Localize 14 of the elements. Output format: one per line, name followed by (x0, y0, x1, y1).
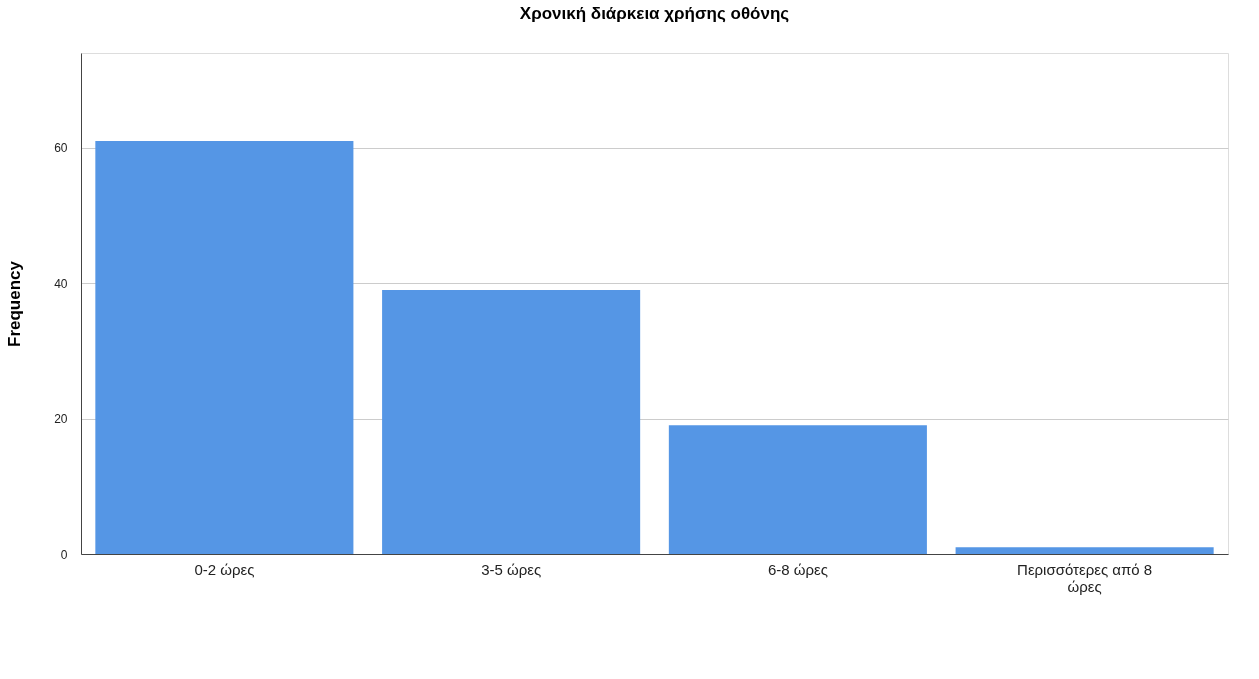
x-tick-label: Περισσότερες από 8 ώρες (1017, 560, 1153, 595)
chart-title: Χρονική διάρκεια χρήσης οθόνης (519, 4, 790, 23)
bar (668, 425, 927, 554)
y-tick-label: 0 (60, 547, 68, 562)
x-tick-label: 6-8 ώρες (767, 560, 828, 578)
y-tick-label: 60 (54, 141, 68, 156)
bar (955, 547, 1214, 554)
bar (382, 289, 641, 554)
y-axis-title: Frequency (5, 260, 25, 347)
x-tick-label: 0-2 ώρες (194, 560, 255, 578)
y-tick-label: 40 (54, 276, 68, 291)
x-tick-label: 3-5 ώρες (481, 560, 542, 578)
bar (95, 141, 354, 554)
y-tick-label: 20 (54, 412, 68, 427)
